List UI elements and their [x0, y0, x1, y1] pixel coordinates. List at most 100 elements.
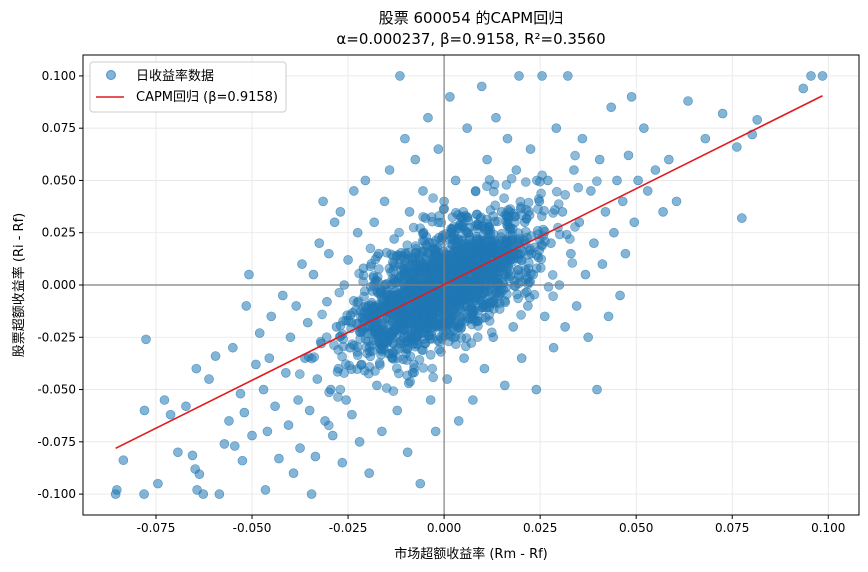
cloud-point — [482, 181, 492, 191]
cloud-point — [463, 228, 474, 238]
scatter-point — [372, 380, 382, 391]
regression-line-group — [115, 95, 823, 450]
cloud-point — [513, 293, 523, 304]
cloud-point — [406, 253, 417, 263]
cloud-point — [472, 332, 483, 342]
scatter-point — [297, 259, 307, 269]
scatter-point — [402, 447, 413, 458]
cloud-point — [424, 330, 434, 341]
scatter-point — [485, 242, 496, 253]
scatter-point — [400, 133, 410, 144]
scatter-point — [306, 489, 317, 499]
legend-box — [89, 61, 287, 113]
scatter-point — [586, 186, 596, 196]
scatter-point — [732, 142, 742, 152]
cloud-point — [388, 265, 399, 276]
cloud-point — [294, 369, 305, 379]
scatter-point — [583, 332, 593, 343]
chart-subtitle: α=0.000237, β=0.9158, R²=0.3560 — [336, 30, 605, 48]
cloud-point — [427, 293, 438, 304]
scatter-point — [247, 430, 257, 441]
cloud-point — [471, 235, 482, 246]
cloud-point — [390, 323, 401, 334]
scatter-point — [476, 81, 487, 92]
scatter-point — [173, 447, 183, 458]
scatter-point — [482, 154, 492, 165]
scatter-point — [450, 175, 461, 186]
scatter-point — [425, 395, 436, 405]
scatter-point — [620, 248, 631, 259]
scatter-point — [264, 353, 275, 363]
scatter-point — [308, 269, 319, 280]
cloud-point — [592, 176, 602, 186]
scatter-point — [191, 363, 202, 374]
cloud-point — [413, 303, 423, 314]
scatter-point — [404, 207, 415, 217]
scatter-point — [310, 451, 321, 462]
scatter-point — [112, 485, 122, 495]
scatter-point — [244, 269, 254, 280]
cloud-point — [404, 269, 414, 280]
scatter-point — [531, 384, 542, 395]
cloud-point — [413, 317, 423, 328]
scatter-point — [343, 255, 353, 265]
scatter-point — [633, 175, 643, 186]
cloud-point — [533, 252, 544, 263]
cloud-point — [560, 190, 571, 200]
cloud-point — [408, 289, 418, 299]
scatter-point — [395, 71, 405, 81]
cloud-point — [490, 200, 501, 211]
scatter-point — [516, 353, 527, 363]
scatter-point — [153, 478, 163, 489]
cloud-point — [475, 272, 486, 283]
cloud-point — [513, 228, 524, 238]
cloud-point — [414, 354, 425, 365]
cloud-point — [358, 276, 368, 287]
legend: 日收益率数据 CAPM回归 (β=0.9158) — [89, 61, 287, 113]
scatter-point — [525, 144, 536, 154]
chart-title: 股票 600054 的CAPM回归 — [379, 9, 564, 27]
scatter-point — [302, 317, 313, 328]
scatter-point — [214, 489, 225, 499]
cloud-point — [344, 360, 355, 371]
scatter-point — [473, 305, 484, 315]
scatter-point — [423, 112, 433, 123]
cloud-point — [567, 258, 578, 268]
scatter-point — [798, 83, 809, 94]
cloud-point — [535, 263, 546, 273]
scatter-point — [511, 165, 522, 175]
scatter-point — [717, 108, 728, 119]
scatter-point — [502, 133, 513, 144]
scatter-point — [546, 238, 556, 248]
cloud-point — [472, 256, 483, 267]
x-tick-label: 0.000 — [427, 521, 461, 535]
scatter-point — [350, 305, 361, 315]
cloud-point — [365, 243, 376, 254]
scatter-point — [566, 248, 576, 259]
regression-line — [115, 95, 823, 450]
cloud-point — [488, 186, 499, 197]
cloud-point — [399, 260, 409, 271]
scatter-point — [239, 407, 250, 418]
scatter-point — [543, 175, 553, 186]
scatter-point — [258, 384, 269, 395]
scatter-point — [560, 322, 570, 332]
scatter-point — [337, 457, 348, 468]
cloud-point — [524, 210, 535, 220]
cloud-point — [521, 287, 532, 297]
cloud-point — [393, 368, 404, 379]
scatter-point — [360, 175, 371, 186]
cloud-point — [482, 214, 492, 225]
scatter-point — [447, 322, 458, 332]
cloud-point — [504, 222, 515, 233]
scatter-point — [210, 351, 221, 361]
scatter-point — [445, 92, 455, 102]
scatter-point — [658, 207, 668, 217]
scatter-point — [260, 485, 271, 495]
y-tick-label: 0.075 — [42, 121, 76, 135]
cloud-point — [480, 252, 491, 263]
scatter-point — [141, 334, 151, 345]
scatter-point — [325, 384, 336, 395]
cloud-point — [399, 288, 409, 298]
